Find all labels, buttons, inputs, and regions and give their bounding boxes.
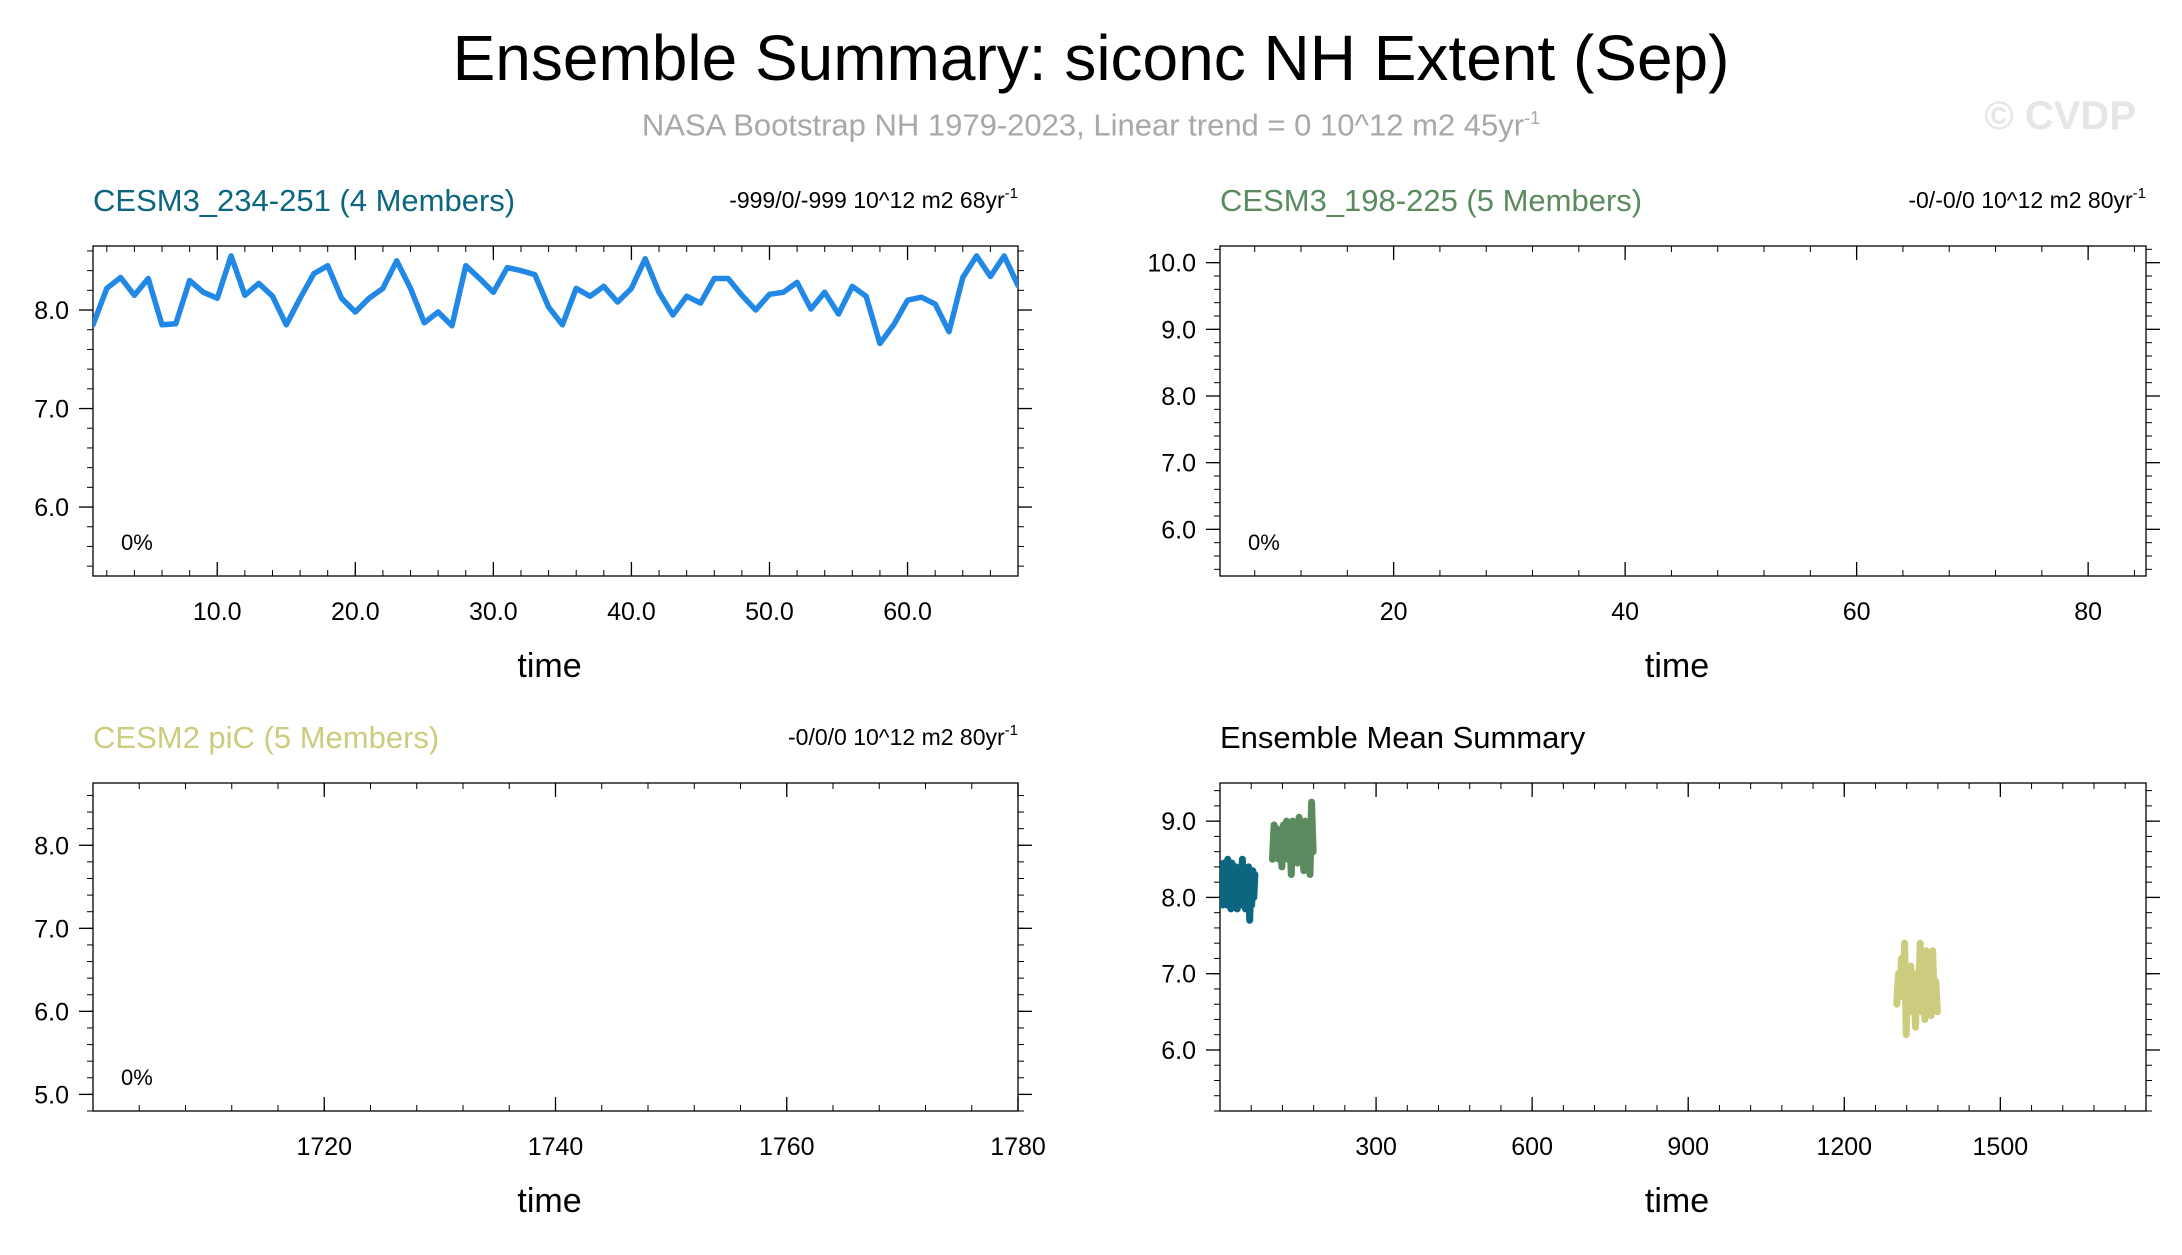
y-tick-label: 6.0 [1161,1037,1196,1065]
y-tick-label: 7.0 [34,396,69,424]
series-line-cesm3-198-225 [1269,798,1317,878]
x-tick-label: 40 [1611,598,1639,626]
chart-panel-4: 300 600 900 1200 1500 6.0 7.0 8.0 9.0 Ensemble Me… [1161,720,2160,1220]
x-tick-label: 300 [1355,1133,1397,1161]
panel-title: Ensemble Mean Summary [1220,720,1586,755]
y-tick-label: 7.0 [1161,450,1196,478]
y-tick-label: 8.0 [34,297,69,325]
x-tick-label: 40.0 [607,598,656,626]
x-tick-label: 900 [1667,1133,1709,1161]
x-axis-label: time [1645,647,1709,685]
figure-subtitle: NASA Bootstrap NH 1979-2023, Linear tren… [0,98,2182,145]
y-tick-label: 10.0 [1147,250,1196,278]
y-tick-label: 7.0 [34,915,69,943]
plot-frame [1219,245,2147,577]
cvdp-watermark: © CVDP [1984,94,2136,138]
plot-frame [1219,782,2147,1112]
trend-exponent: -1 [1005,722,1018,739]
panel-trend-label: -0/0/0 10^12 m2 80yr-1 [788,722,1018,750]
y-tick-label: 8.0 [34,832,69,860]
x-tick-label: 1500 [1973,1133,2029,1161]
panel-title: CESM2 piC (5 Members) [93,720,439,755]
panel-pct-label: 0% [121,530,153,555]
trend-exponent: -1 [1005,185,1018,202]
chart-panel-2: 20 40 60 80 6.0 7.0 8.0 9.0 10.0 CESM3_198-225 (5… [1147,183,2160,685]
x-tick-label: 20 [1380,598,1408,626]
series-line-cesm2-pic [1893,939,1941,1039]
x-tick-label: 1760 [759,1133,815,1161]
x-tick-label: 10.0 [193,598,242,626]
panel-pct-label: 0% [1248,530,1280,555]
x-axis-label: time [517,1182,581,1220]
y-tick-label: 6.0 [1161,516,1196,544]
x-tick-label: 60.0 [883,598,932,626]
panel-trend-label: -0/-0/0 10^12 m2 80yr-1 [1908,185,2146,213]
figure-title: Ensemble Summary: siconc NH Extent (Sep) [452,22,1730,94]
subtitle-text: NASA Bootstrap NH 1979-2023, Linear tren… [641,107,1525,143]
panel-pct-label: 0% [121,1065,153,1090]
x-tick-label: 1740 [528,1133,584,1161]
y-tick-label: 8.0 [1161,383,1196,411]
trend-text: -999/0/-999 10^12 m2 68yr [729,187,1005,213]
x-tick-label: 80 [2074,598,2102,626]
y-tick-label: 8.0 [1161,884,1196,912]
x-axis-label: time [517,647,581,685]
panel-title: CESM3_234-251 (4 Members) [93,183,515,218]
x-tick-label: 30.0 [469,598,518,626]
y-tick-label: 6.0 [34,998,69,1026]
trend-text: -0/-0/0 10^12 m2 80yr [1908,187,2133,213]
x-tick-label: 60 [1843,598,1871,626]
x-tick-label: 1780 [990,1133,1046,1161]
x-tick-label: 20.0 [331,598,380,626]
series-line-cesm3-234-251 [1220,855,1259,924]
y-tick-label: 9.0 [1161,808,1196,836]
x-tick-label: 50.0 [745,598,794,626]
trend-text: -0/0/0 10^12 m2 80yr [788,724,1005,750]
y-tick-label: 7.0 [1161,961,1196,989]
plot-frame [92,245,1019,577]
y-tick-label: 5.0 [34,1081,69,1109]
panel-title: CESM3_198-225 (5 Members) [1220,183,1642,218]
y-tick-label: 9.0 [1161,316,1196,344]
chart-panel-1: 10.0 20.0 30.0 40.0 50.0 60.0 6.0 7.0 8.0 CESM3_2… [34,183,1032,685]
chart-panel-3: 1720 1740 1760 1780 5.0 6.0 7.0 8.0 CESM2 piC (5… [34,720,1046,1220]
x-tick-label: 1200 [1816,1133,1872,1161]
x-tick-label: 600 [1511,1133,1553,1161]
subtitle-exponent: -1 [1524,108,1541,128]
x-tick-label: 1720 [296,1133,352,1161]
trend-exponent: -1 [2133,185,2146,202]
y-tick-label: 6.0 [34,494,69,522]
panel-trend-label: -999/0/-999 10^12 m2 68yr-1 [729,185,1018,213]
series-line-ensemble-member [93,253,1018,347]
x-axis-label: time [1645,1182,1709,1220]
plot-frame [92,782,1019,1112]
